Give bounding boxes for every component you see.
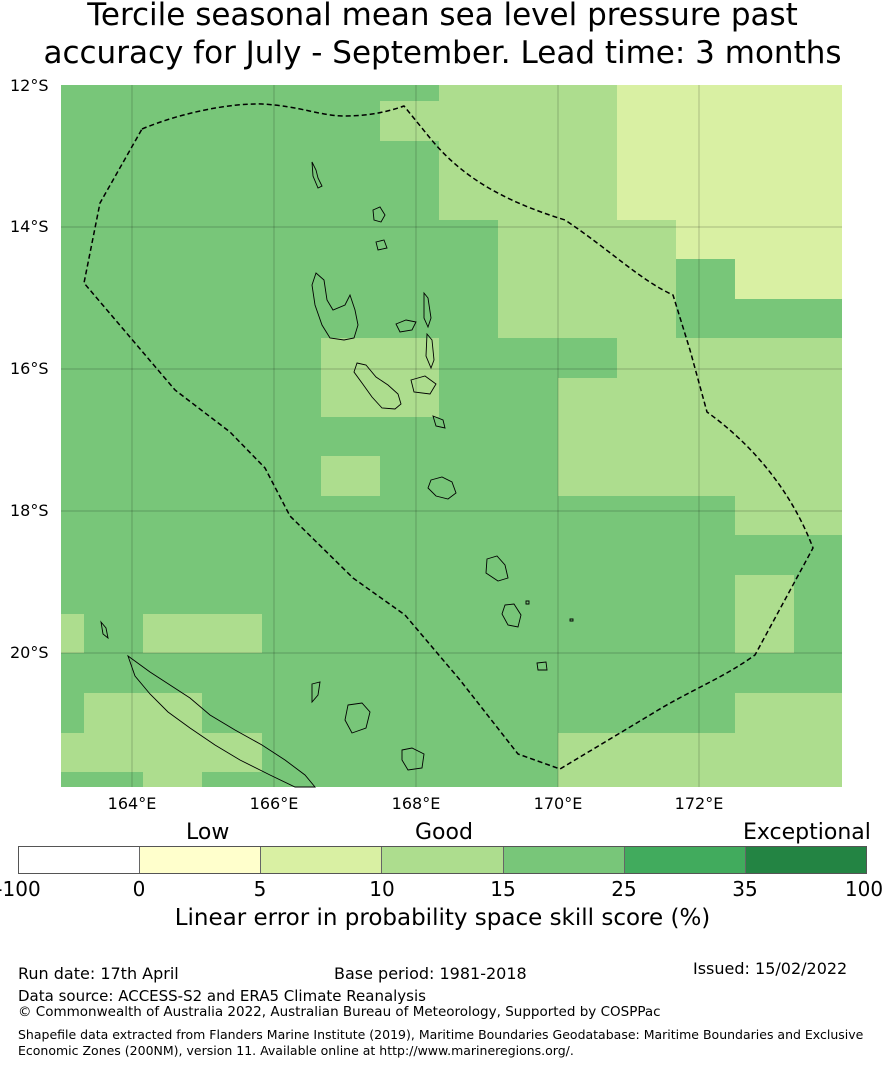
title-line-2: accuracy for July - September. Lead time… [43,35,842,71]
colorbar-segment-3 [382,847,504,873]
island-torres [311,161,323,189]
island-pentecost [425,332,435,370]
colorbar-tick: 35 [732,877,758,901]
island-mare [401,747,425,771]
island-ambae [395,319,417,333]
colorbar-tick: 25 [611,877,637,901]
lat-label-20s: 20°S [10,643,49,662]
lon-label-172e: 172°E [674,794,724,813]
data-source: Data source: ACCESS-S2 and ERA5 Climate … [18,987,426,1005]
island-hunter [569,618,574,622]
coastlines [100,161,574,788]
run-date: Run date: 17th April [18,964,179,983]
colorbar-label: Linear error in probability space skill … [174,905,711,931]
island-gaua [375,239,388,251]
island-efate [427,476,457,500]
colorbar [18,846,867,874]
colorbar-tick: -100 [0,877,41,901]
base-period: Base period: 1981-2018 [334,964,527,983]
island-aneityum [536,661,548,671]
lat-label-16s: 16°S [10,359,49,378]
island-erromango [485,555,509,582]
lon-label-170e: 170°E [533,794,583,813]
issued-date: Issued: 15/02/2022 [693,959,848,978]
legend-category-low: Low [186,820,230,845]
island-tanna [501,603,522,628]
lon-label-166e: 166°E [249,794,299,813]
island-lifou [344,702,371,734]
island-matthew [525,600,530,605]
colorbar-tick: 100 [844,877,884,901]
colorbar-tick: 0 [132,877,146,901]
island-vanua-lava [372,206,386,223]
island-ouvea [311,681,321,704]
shapefile-credit: Shapefile data extracted from Flanders M… [18,1027,864,1058]
island-espiritu-santo [311,272,359,341]
graticule [61,85,842,787]
colorbar-tick: 10 [369,877,395,901]
lon-label-164e: 164°E [107,794,157,813]
map-title: Tercile seasonal mean sea level pressure… [0,0,885,72]
island-new-caledonia [127,654,316,788]
colorbar-segment-5 [624,847,746,873]
copyright: © Commonwealth of Australia 2022, Austra… [18,1004,661,1020]
legend-category-good: Good [415,820,473,845]
colorbar-segment-0 [19,847,141,873]
colorbar-tick: 5 [253,877,267,901]
colorbar-tick: 15 [490,877,516,901]
lat-label-18s: 18°S [10,501,49,520]
island-epi [432,415,446,429]
lat-label-14s: 14°S [10,217,49,236]
colorbar-segment-6 [745,847,866,873]
legend-category-exceptional: Exceptional [743,820,871,845]
lon-label-168e: 168°E [391,794,441,813]
island-ambrym [410,375,437,395]
colorbar-segment-1 [140,847,262,873]
colorbar-segment-4 [503,847,625,873]
lat-label-12s: 12°S [10,76,49,95]
eez-boundary [83,103,814,770]
colorbar-segment-2 [261,847,383,873]
skill-patches-pale [617,85,842,299]
skill-map [61,85,842,788]
title-line-1: Tercile seasonal mean sea level pressure… [87,0,798,33]
island-maewo [423,291,432,329]
island-malekula [353,362,402,410]
island-belep [100,620,109,640]
